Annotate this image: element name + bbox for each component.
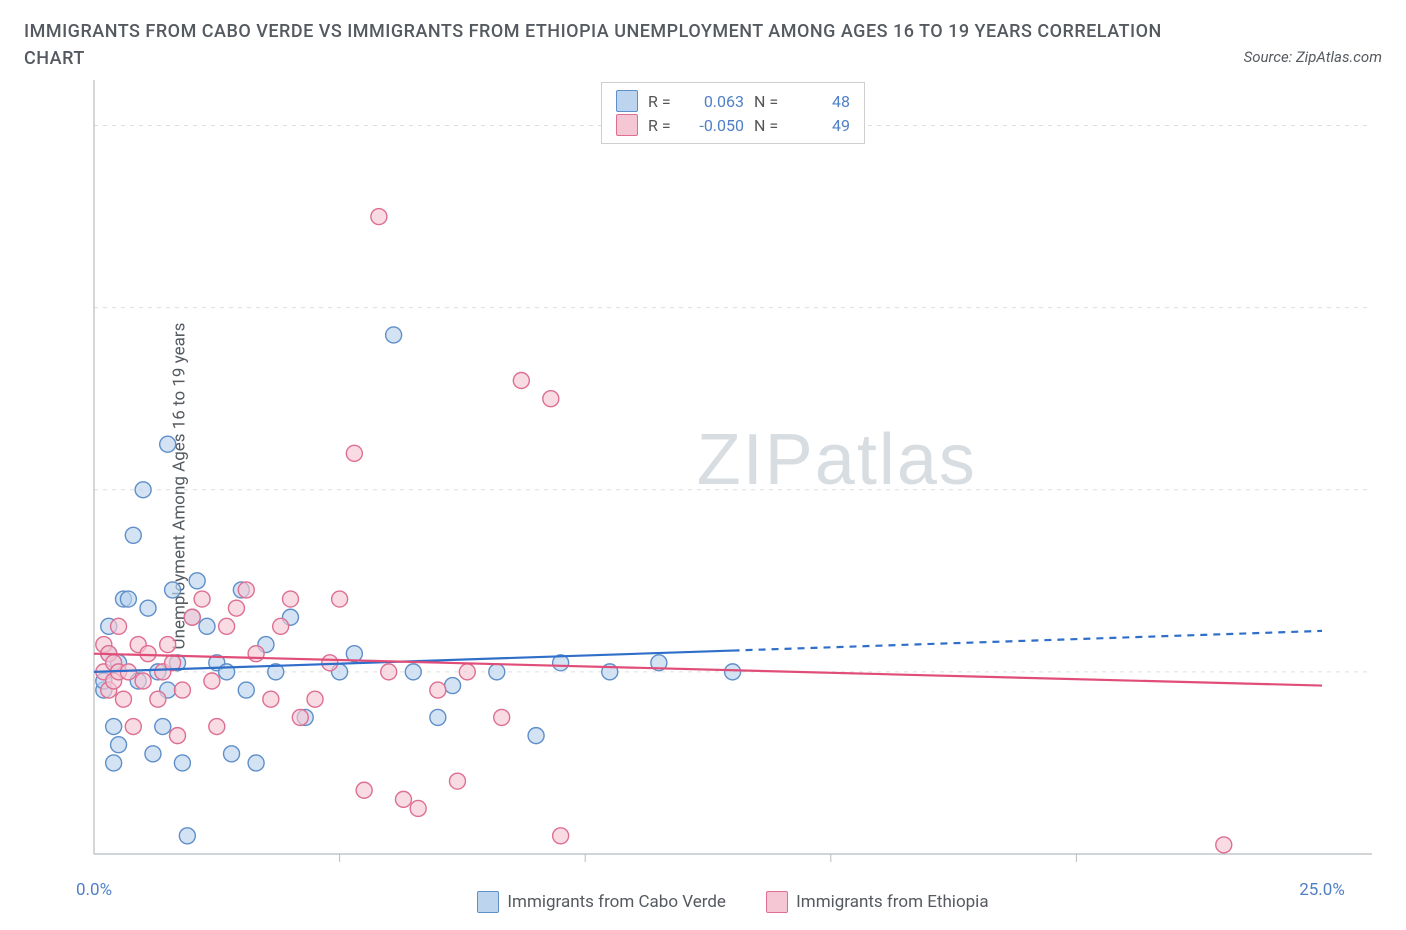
swatch-s1 — [477, 891, 499, 913]
y-tick-label: 80.0% — [1392, 116, 1406, 136]
chart-svg — [84, 76, 1382, 876]
legend-r-label: R = — [648, 116, 676, 135]
legend-r-label: R = — [648, 92, 676, 111]
legend-r-value-s2: -0.050 — [686, 116, 744, 135]
legend-n-value-s2: 49 — [792, 116, 850, 135]
chart-container: Unemployment Among Ages 16 to 19 years Z… — [24, 76, 1382, 896]
source-label: Source: ZipAtlas.com — [1244, 18, 1382, 66]
legend-n-label: N = — [754, 116, 782, 135]
legend-label-s2: Immigrants from Ethiopia — [796, 892, 988, 912]
legend-stats: R = 0.063 N = 48 R = -0.050 N = 49 — [601, 82, 865, 144]
legend-item-s1: Immigrants from Cabo Verde — [477, 891, 726, 913]
y-tick-label: 20.0% — [1392, 662, 1406, 682]
y-tick-label: 60.0% — [1392, 298, 1406, 318]
swatch-s2 — [766, 891, 788, 913]
swatch-s2 — [616, 114, 638, 136]
legend-n-label: N = — [754, 92, 782, 111]
legend-n-value-s1: 48 — [792, 92, 850, 111]
legend-item-s2: Immigrants from Ethiopia — [766, 891, 988, 913]
legend-row-s2: R = -0.050 N = 49 — [616, 113, 850, 137]
chart-title: IMMIGRANTS FROM CABO VERDE VS IMMIGRANTS… — [24, 18, 1174, 72]
swatch-s1 — [616, 90, 638, 112]
chart-plot: ZIPatlas R = 0.063 N = 48 R = -0.050 N =… — [84, 76, 1382, 876]
legend-row-s1: R = 0.063 N = 48 — [616, 89, 850, 113]
legend-series: Immigrants from Cabo Verde Immigrants fr… — [84, 891, 1382, 918]
legend-r-value-s1: 0.063 — [686, 92, 744, 111]
y-tick-label: 40.0% — [1392, 480, 1406, 500]
legend-label-s1: Immigrants from Cabo Verde — [507, 892, 726, 912]
